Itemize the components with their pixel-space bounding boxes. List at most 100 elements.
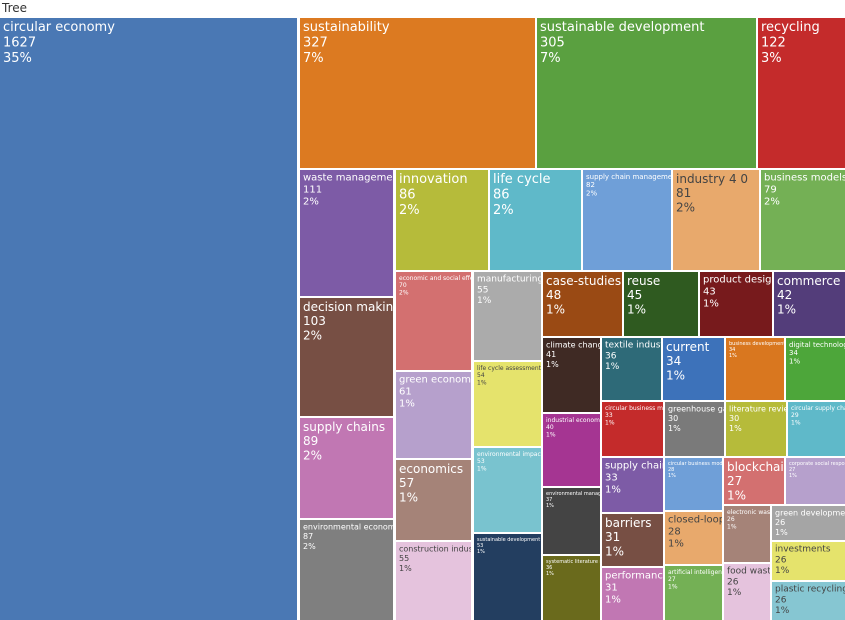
tile-label: artificial intelligence <box>668 569 729 576</box>
tile-rect <box>396 372 471 458</box>
tile-value: 327 <box>303 35 328 50</box>
tile-label: industry 4 0 <box>676 172 748 186</box>
tile-value: 30 <box>729 414 739 423</box>
tile-value: 54 <box>477 372 485 379</box>
tile-label: performance <box>605 570 669 581</box>
tile-label: manufacturing <box>477 275 543 285</box>
tile-percent: 7% <box>303 51 324 66</box>
tile-label: construction industry <box>399 545 484 554</box>
tile-value: 26 <box>775 595 787 605</box>
tile-percent: 1% <box>775 566 790 576</box>
tile-label: commerce <box>777 274 840 288</box>
tile-label: innovation <box>399 172 468 187</box>
tile-percent: 1% <box>546 431 556 438</box>
tile-value: 27 <box>789 467 795 473</box>
tile-percent: 1% <box>546 303 565 317</box>
tile-value: 53 <box>477 458 485 465</box>
tile: circular supply chain291% <box>788 402 845 456</box>
tile-rect <box>758 18 845 168</box>
tile-value: 33 <box>605 472 618 483</box>
tile-label: waste management <box>303 172 403 183</box>
tile-label: systematic literature review <box>546 559 616 565</box>
tile-value: 87 <box>303 532 313 541</box>
tile-label: current <box>666 340 710 354</box>
tile-label: circular business model <box>605 405 676 412</box>
tile-value: 30 <box>668 414 678 423</box>
tile-percent: 1% <box>399 564 412 573</box>
tile-percent: 2% <box>764 196 780 207</box>
tile-label: product design <box>703 274 778 285</box>
tile-value: 45 <box>627 288 642 302</box>
tile-label: literature review <box>729 405 795 414</box>
tile-rect <box>786 458 845 504</box>
tile-rect <box>726 338 784 400</box>
tile-percent: 1% <box>727 523 737 530</box>
tile-rect <box>300 520 393 620</box>
tile-rect <box>474 448 541 532</box>
tile-label: green development <box>775 509 845 518</box>
tile-percent: 1% <box>666 369 685 383</box>
tile-value: 34 <box>666 354 681 368</box>
tile-value: 57 <box>399 476 414 490</box>
tile-percent: 3% <box>761 51 782 66</box>
tile-value: 103 <box>303 314 326 328</box>
tile-percent: 1% <box>668 473 676 479</box>
tile-percent: 1% <box>546 503 554 509</box>
tile-label: environmental management <box>546 491 617 497</box>
tile-label: climate change <box>546 341 608 350</box>
tile-value: 70 <box>399 282 407 289</box>
tile-rect <box>602 514 663 566</box>
tile-label: business development <box>729 341 785 347</box>
tile-label: business models <box>764 172 845 183</box>
tile-rect <box>761 170 845 270</box>
tile-value: 33 <box>605 412 613 419</box>
tile-rect <box>543 414 600 486</box>
tile-label: textile industry <box>605 341 674 351</box>
tile-rect <box>724 458 784 504</box>
tile-percent: 1% <box>477 296 492 306</box>
tile-label: circular supply chain <box>791 405 845 412</box>
tile-percent: 1% <box>399 491 418 505</box>
tile-value: 29 <box>791 412 799 419</box>
tile-value: 122 <box>761 35 786 50</box>
tile-value: 48 <box>546 288 561 302</box>
tile-label: circular business models <box>668 461 730 467</box>
tile-percent: 1% <box>775 528 788 537</box>
tile-percent: 1% <box>605 594 621 605</box>
tile-percent: 2% <box>303 329 322 343</box>
tile-rect <box>602 338 661 400</box>
tile-rect <box>396 272 471 370</box>
tile-label: supply chains <box>303 420 385 434</box>
tile-label: food waste <box>727 567 777 577</box>
tile-value: 53 <box>477 543 483 549</box>
tile-value: 34 <box>729 347 735 353</box>
tile-percent: 1% <box>789 358 800 366</box>
tile-percent: 1% <box>703 298 719 309</box>
tile-percent: 1% <box>727 489 746 503</box>
tile-rect <box>602 402 663 456</box>
tile-percent: 1% <box>775 606 790 616</box>
tile-rect <box>474 272 541 360</box>
tile-percent: 2% <box>493 203 514 218</box>
tile-label: plastic recycling <box>775 585 845 595</box>
tile-rect <box>543 488 600 554</box>
tile-label: supply chain management <box>586 173 680 181</box>
tile-percent: 1% <box>399 398 415 409</box>
tile-label: barriers <box>605 516 652 530</box>
